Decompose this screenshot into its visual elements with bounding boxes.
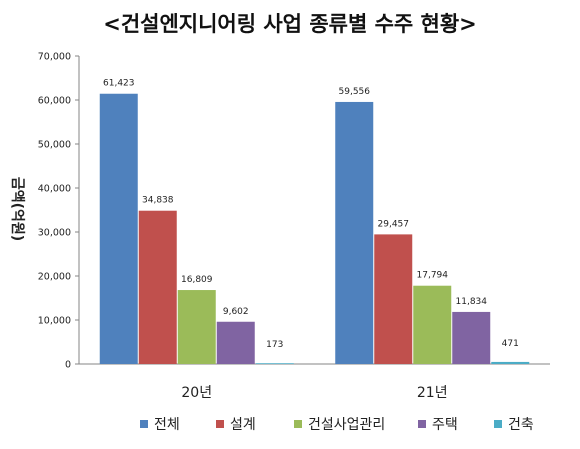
bar-설계 xyxy=(374,234,413,364)
bar-건설사업관리 xyxy=(413,285,452,364)
x-category-label: 21년 xyxy=(417,385,448,401)
y-tick-label: 50,000 xyxy=(38,140,71,151)
data-label: 34,838 xyxy=(142,196,174,206)
legend-swatch-전체 xyxy=(140,420,148,428)
data-label: 29,457 xyxy=(378,219,410,229)
data-label: 471 xyxy=(502,339,519,349)
y-tick-label: 60,000 xyxy=(38,96,71,107)
bar-건설사업관리 xyxy=(177,290,216,364)
data-label: 9,602 xyxy=(223,307,249,317)
y-tick-label: 20,000 xyxy=(38,272,71,283)
legend-label: 건축 xyxy=(508,417,534,433)
x-category-label: 20년 xyxy=(181,385,212,401)
y-tick-label: 40,000 xyxy=(38,184,71,195)
bar-설계 xyxy=(138,210,177,364)
legend-swatch-주택 xyxy=(418,420,426,428)
bar-전체 xyxy=(335,101,374,364)
legend: 전체 설계 건설사업관리 주택 건축 xyxy=(140,417,534,433)
data-label: 61,423 xyxy=(103,79,135,89)
y-axis-label: 금액(억원) xyxy=(9,177,26,241)
bar-전체 xyxy=(99,93,138,364)
chart-title: <건설엔지니어링 사업 종류별 수주 현황> xyxy=(103,12,477,36)
legend-label: 설계 xyxy=(230,417,256,433)
y-tick-label: 30,000 xyxy=(38,228,71,239)
y-tick-label: 10,000 xyxy=(38,316,71,327)
data-label: 17,794 xyxy=(417,271,449,281)
bar-건축 xyxy=(255,363,294,364)
y-tick-label: 0 xyxy=(65,360,71,371)
legend-swatch-건설사업관리 xyxy=(294,420,302,428)
y-tick-label: 70,000 xyxy=(38,52,71,63)
data-label: 173 xyxy=(266,340,283,350)
legend-swatch-건축 xyxy=(494,420,502,428)
bar-주택 xyxy=(216,321,255,364)
bar-주택 xyxy=(452,311,491,364)
y-axis-label-text: 금액(억원) xyxy=(9,177,26,241)
data-label: 16,809 xyxy=(181,275,213,285)
legend-swatch-설계 xyxy=(216,420,224,428)
bar-건축 xyxy=(491,361,530,364)
legend-label: 주택 xyxy=(432,417,458,433)
legend-label: 건설사업관리 xyxy=(308,417,385,433)
data-label: 59,556 xyxy=(339,87,371,97)
data-label: 11,834 xyxy=(456,297,488,307)
plot-area: 0 10,000 20,000 30,000 40,000 50,000 60,000 70,… xyxy=(38,52,550,401)
legend-label: 전체 xyxy=(154,417,180,433)
